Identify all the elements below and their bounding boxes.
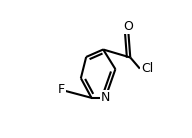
Text: O: O — [123, 20, 133, 33]
Text: F: F — [58, 83, 65, 96]
Text: Cl: Cl — [141, 62, 153, 75]
Text: N: N — [101, 91, 111, 104]
